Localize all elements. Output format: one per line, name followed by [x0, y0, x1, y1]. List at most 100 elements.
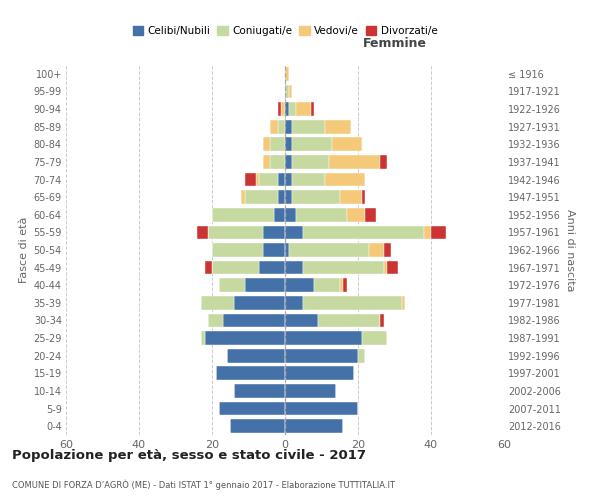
Bar [285, 278, 314, 292]
Bar [362, 331, 387, 345]
Bar [325, 172, 365, 186]
Bar [285, 296, 303, 310]
Bar [325, 120, 350, 134]
Bar [292, 172, 325, 186]
Bar [223, 314, 285, 328]
Bar [303, 226, 424, 239]
Bar [245, 190, 278, 204]
Bar [227, 349, 285, 362]
Bar [285, 120, 292, 134]
Bar [263, 226, 285, 239]
Bar [212, 260, 259, 274]
Bar [292, 190, 340, 204]
Bar [292, 138, 332, 151]
Bar [424, 226, 431, 239]
Bar [271, 155, 285, 169]
Bar [383, 243, 391, 257]
Bar [285, 172, 292, 186]
Bar [347, 208, 365, 222]
Bar [380, 155, 387, 169]
Bar [245, 172, 256, 186]
Bar [263, 155, 271, 169]
Bar [314, 278, 340, 292]
Bar [285, 366, 355, 380]
Bar [281, 102, 285, 116]
Bar [245, 278, 285, 292]
Bar [212, 208, 274, 222]
Bar [285, 138, 292, 151]
Bar [234, 296, 285, 310]
Bar [343, 278, 347, 292]
Bar [303, 296, 402, 310]
Bar [201, 296, 234, 310]
Bar [197, 226, 208, 239]
Bar [311, 102, 314, 116]
Bar [285, 314, 318, 328]
Bar [256, 172, 259, 186]
Bar [332, 138, 362, 151]
Text: Popolazione per età, sesso e stato civile - 2017: Popolazione per età, sesso e stato civil… [12, 450, 366, 462]
Bar [289, 84, 292, 98]
Bar [215, 366, 285, 380]
Bar [289, 243, 369, 257]
Bar [285, 208, 296, 222]
Bar [285, 331, 362, 345]
Bar [263, 243, 285, 257]
Bar [369, 243, 383, 257]
Bar [271, 138, 285, 151]
Bar [230, 420, 285, 433]
Bar [205, 260, 212, 274]
Bar [285, 190, 292, 204]
Bar [431, 226, 446, 239]
Bar [212, 243, 263, 257]
Bar [241, 190, 245, 204]
Bar [387, 260, 398, 274]
Bar [201, 331, 205, 345]
Bar [285, 260, 303, 274]
Bar [340, 190, 362, 204]
Bar [285, 155, 292, 169]
Bar [278, 102, 281, 116]
Bar [303, 260, 383, 274]
Bar [329, 155, 380, 169]
Bar [365, 208, 376, 222]
Bar [208, 314, 223, 328]
Bar [296, 208, 347, 222]
Text: Femmine: Femmine [362, 37, 427, 50]
Bar [285, 243, 289, 257]
Bar [362, 190, 365, 204]
Bar [285, 226, 303, 239]
Bar [220, 402, 285, 415]
Bar [205, 331, 285, 345]
Y-axis label: Anni di nascita: Anni di nascita [565, 209, 575, 291]
Bar [380, 314, 383, 328]
Bar [285, 349, 358, 362]
Bar [220, 278, 245, 292]
Bar [383, 260, 387, 274]
Bar [292, 155, 329, 169]
Bar [402, 296, 406, 310]
Bar [285, 384, 336, 398]
Bar [289, 102, 296, 116]
Bar [318, 314, 380, 328]
Bar [285, 67, 289, 80]
Bar [271, 120, 278, 134]
Bar [285, 402, 358, 415]
Bar [285, 84, 289, 98]
Bar [358, 349, 365, 362]
Bar [296, 102, 311, 116]
Bar [278, 190, 285, 204]
Bar [259, 260, 285, 274]
Bar [259, 172, 278, 186]
Bar [340, 278, 343, 292]
Legend: Celibi/Nubili, Coniugati/e, Vedovi/e, Divorzati/e: Celibi/Nubili, Coniugati/e, Vedovi/e, Di… [128, 22, 442, 40]
Bar [278, 120, 285, 134]
Bar [285, 420, 343, 433]
Bar [292, 120, 325, 134]
Bar [263, 138, 271, 151]
Bar [278, 172, 285, 186]
Bar [234, 384, 285, 398]
Y-axis label: Fasce di età: Fasce di età [19, 217, 29, 283]
Bar [274, 208, 285, 222]
Text: COMUNE DI FORZA D’AGRÒ (ME) - Dati ISTAT 1° gennaio 2017 - Elaborazione TUTTITAL: COMUNE DI FORZA D’AGRÒ (ME) - Dati ISTAT… [12, 480, 395, 490]
